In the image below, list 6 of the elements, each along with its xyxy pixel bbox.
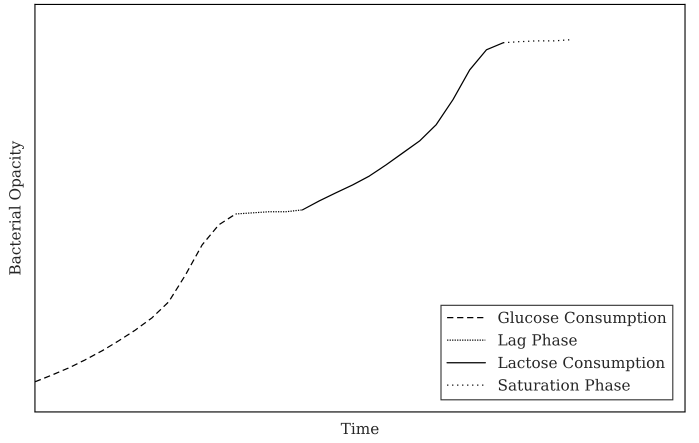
- legend-label: Saturation Phase: [498, 378, 630, 391]
- legend-label: Lactose Consumption: [498, 356, 665, 372]
- y-axis-title: Bacterial Opacity: [8, 140, 24, 275]
- x-axis-title: Time: [340, 422, 379, 434]
- legend-label: Lag Phase: [498, 334, 577, 349]
- legend-label: Glucose Consumption: [498, 311, 666, 326]
